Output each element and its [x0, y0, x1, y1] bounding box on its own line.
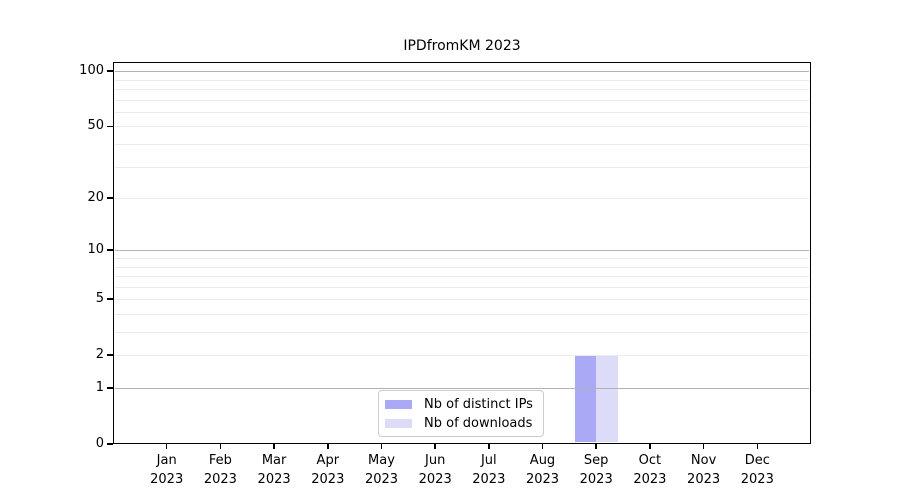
y-minor-gridline — [115, 111, 809, 113]
y-minor-gridline — [115, 286, 809, 288]
y-minor-gridline — [115, 299, 809, 301]
x-tick-label-month: Jun — [425, 453, 446, 468]
bar-nb-of-distinct-ips — [574, 355, 597, 443]
x-tick — [273, 444, 275, 449]
x-tick-label-month: Feb — [208, 453, 232, 468]
x-tick-label: Mar 2023 — [242, 451, 306, 489]
y-minor-gridline — [115, 143, 809, 145]
y-tick-label: 2 — [95, 347, 104, 363]
x-tick-label-year: 2023 — [311, 472, 345, 487]
x-tick-label-year: 2023 — [257, 472, 291, 487]
x-tick-label-year: 2023 — [633, 472, 667, 487]
x-tick-label-month: Sep — [583, 453, 609, 468]
x-tick-label: Nov 2023 — [672, 451, 736, 489]
x-tick-label-month: May — [368, 453, 395, 468]
x-tick-label-month: Nov — [690, 453, 717, 468]
y-major-gridline — [115, 71, 809, 73]
y-minor-gridline — [115, 313, 809, 315]
y-major-gridline — [115, 250, 809, 252]
y-tick-label: 0 — [95, 436, 104, 451]
y-minor-gridline — [115, 332, 809, 333]
x-tick-label: Sep 2023 — [564, 451, 628, 489]
x-tick-label-year: 2023 — [579, 472, 613, 487]
y-minor-gridline — [115, 198, 809, 199]
legend-swatch-nb-of-downloads — [385, 418, 412, 428]
x-tick-label-year: 2023 — [687, 472, 721, 487]
y-tick-label: 1 — [95, 380, 104, 395]
x-tick-label: Jul 2023 — [457, 451, 521, 489]
y-tick — [107, 249, 113, 251]
x-tick-label-month: Oct — [638, 453, 662, 468]
x-tick — [702, 444, 705, 449]
y-minor-gridline — [115, 166, 809, 168]
x-tick-label-month: Jul — [480, 453, 497, 468]
y-major-gridline — [115, 388, 809, 389]
y-minor-gridline — [115, 276, 809, 277]
x-tick-label: May 2023 — [350, 451, 414, 489]
x-tick-label-month: Jan — [156, 453, 177, 468]
bar-nb-of-downloads — [596, 355, 618, 443]
x-tick-label: Oct 2023 — [618, 451, 682, 489]
x-tick — [327, 444, 329, 449]
y-minor-gridline — [115, 126, 809, 128]
y-minor-gridline — [115, 79, 809, 81]
x-tick — [380, 444, 383, 449]
x-tick — [434, 444, 436, 449]
x-tick — [756, 444, 759, 449]
y-tick — [107, 387, 113, 389]
x-tick-label: Jun 2023 — [403, 451, 467, 489]
x-tick-label: Dec 2023 — [725, 451, 789, 489]
x-tick-label: Aug 2023 — [511, 451, 575, 489]
y-tick-label: 10 — [87, 242, 104, 258]
legend-item-nb-of-distinct-ips: Nb of distinct IPs — [385, 397, 535, 412]
x-tick — [649, 444, 651, 449]
x-tick-label-month: Apr — [316, 453, 340, 468]
y-minor-gridline — [115, 257, 809, 259]
x-tick-label-month: Mar — [261, 453, 287, 468]
x-tick-label-year: 2023 — [740, 472, 774, 487]
x-tick — [219, 444, 222, 449]
y-tick — [107, 298, 113, 300]
x-tick — [541, 444, 544, 449]
x-tick-label: Jan 2023 — [135, 451, 199, 489]
y-tick — [107, 70, 113, 72]
x-tick-label-year: 2023 — [364, 472, 399, 487]
x-tick-label-year: 2023 — [150, 472, 184, 487]
legend-item-nb-of-downloads: Nb of downloads — [385, 416, 535, 431]
x-tick-label-year: 2023 — [418, 472, 452, 487]
plot-area — [113, 62, 811, 444]
x-tick-label: Feb 2023 — [188, 451, 252, 489]
y-minor-gridline — [115, 99, 809, 101]
chart-title: IPDfromKM 2023 — [403, 38, 521, 54]
y-tick-label: 50 — [87, 118, 104, 134]
x-tick-label-year: 2023 — [472, 472, 506, 487]
y-minor-gridline — [115, 266, 809, 268]
x-tick-label-year: 2023 — [203, 472, 237, 487]
x-tick-label-year: 2023 — [525, 472, 560, 487]
x-tick-label-month: Dec — [744, 453, 770, 468]
x-tick — [595, 444, 597, 449]
legend-label-nb-of-downloads: Nb of downloads — [424, 415, 533, 431]
y-tick — [107, 125, 113, 128]
legend: Nb of distinct IPs Nb of downloads — [378, 390, 544, 437]
x-tick-label-month: Aug — [529, 453, 556, 468]
x-tick — [165, 444, 168, 449]
y-tick — [107, 197, 113, 199]
y-tick-label: 5 — [95, 291, 104, 307]
y-tick — [107, 354, 113, 356]
x-tick-label: Apr 2023 — [296, 451, 360, 489]
y-minor-gridline — [115, 355, 809, 357]
y-tick-label: 100 — [79, 63, 104, 79]
y-tick-label: 20 — [87, 190, 104, 205]
x-tick — [488, 444, 490, 449]
legend-swatch-nb-of-distinct-ips — [385, 399, 412, 409]
y-minor-gridline — [115, 88, 809, 90]
y-tick — [107, 443, 113, 445]
legend-label-nb-of-distinct-ips: Nb of distinct IPs — [424, 396, 533, 412]
